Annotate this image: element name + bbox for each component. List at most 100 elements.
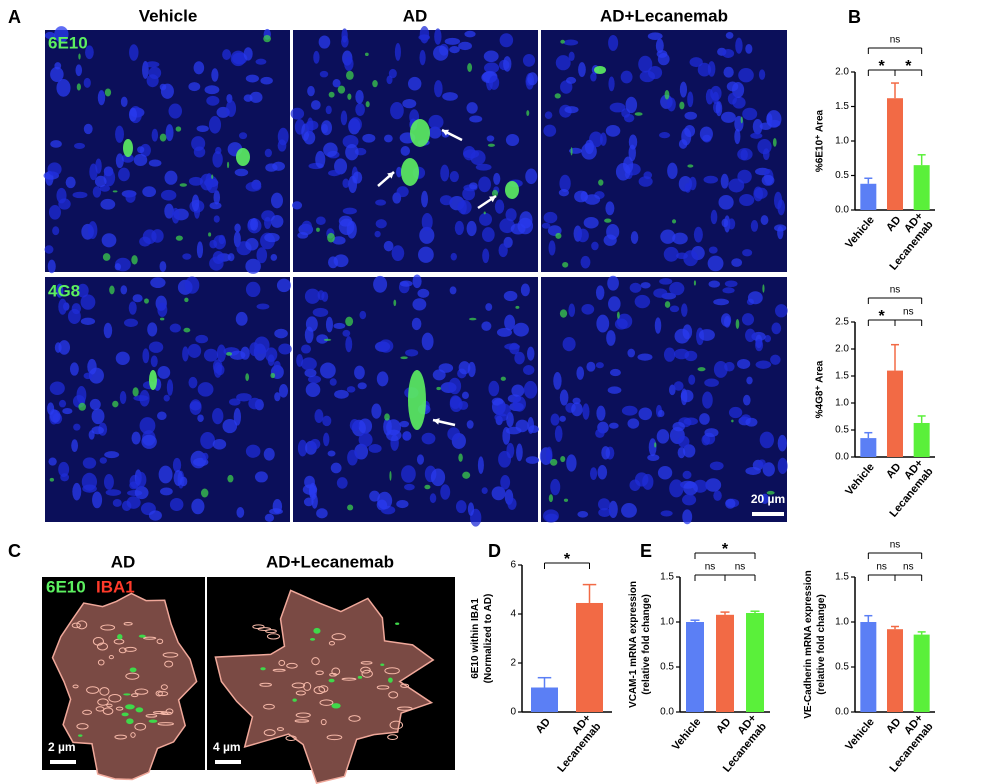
bar bbox=[913, 634, 930, 712]
signal bbox=[125, 704, 135, 710]
nucleus bbox=[481, 227, 495, 243]
nucleus bbox=[653, 288, 668, 298]
nucleus bbox=[399, 420, 410, 428]
nucleus bbox=[386, 429, 402, 441]
stain-label: 6E10 bbox=[46, 577, 86, 596]
nucleus bbox=[278, 383, 289, 398]
nucleus bbox=[678, 139, 688, 149]
nucleus bbox=[417, 288, 430, 298]
nucleus bbox=[543, 509, 559, 523]
signal bbox=[364, 52, 369, 57]
nucleus bbox=[151, 128, 159, 142]
nucleus bbox=[305, 316, 318, 332]
nucleus bbox=[581, 304, 595, 315]
surface-detail bbox=[331, 667, 341, 676]
nucleus bbox=[484, 62, 500, 74]
signal bbox=[159, 317, 165, 321]
y-tick-label: 1.0 bbox=[835, 617, 849, 628]
surface-detail bbox=[348, 715, 361, 722]
nucleus bbox=[458, 41, 472, 51]
nucleus bbox=[157, 411, 167, 421]
bar bbox=[746, 613, 764, 712]
nucleus bbox=[147, 322, 158, 337]
signal bbox=[559, 309, 568, 318]
nucleus bbox=[89, 398, 101, 410]
surface-detail bbox=[157, 722, 174, 726]
nucleus bbox=[488, 380, 500, 397]
signal bbox=[227, 474, 234, 483]
nucleus bbox=[449, 286, 457, 295]
significance: ns bbox=[876, 562, 887, 573]
nucleus bbox=[82, 457, 97, 469]
nucleus bbox=[348, 175, 358, 194]
nucleus bbox=[458, 400, 469, 410]
bar bbox=[887, 629, 903, 712]
signal bbox=[697, 367, 706, 372]
surface-detail bbox=[320, 718, 327, 726]
nucleus bbox=[421, 212, 433, 231]
nucleus bbox=[148, 159, 162, 167]
nucleus bbox=[328, 256, 339, 269]
nucleus bbox=[309, 438, 321, 450]
nucleus bbox=[764, 335, 772, 343]
nucleus bbox=[307, 375, 322, 384]
nucleus bbox=[234, 223, 241, 233]
nucleus bbox=[614, 318, 628, 330]
nucleus bbox=[455, 500, 467, 514]
surface-detail bbox=[400, 683, 410, 688]
nucleus bbox=[58, 298, 68, 315]
nucleus bbox=[554, 425, 563, 443]
nucleus bbox=[506, 442, 515, 459]
signal bbox=[560, 455, 566, 463]
nucleus bbox=[101, 233, 117, 248]
nucleus bbox=[493, 172, 501, 185]
signal bbox=[389, 471, 392, 481]
nucleus bbox=[362, 133, 376, 143]
nucleus bbox=[105, 489, 122, 496]
nucleus bbox=[120, 285, 128, 295]
y-tick-label: 6 bbox=[510, 560, 516, 571]
plaque bbox=[149, 370, 157, 390]
nucleus bbox=[590, 72, 597, 82]
nucleus bbox=[669, 305, 680, 313]
column-header: AD+Lecanemab bbox=[266, 552, 394, 571]
surface-detail bbox=[86, 686, 100, 694]
y-tick-label: 1.0 bbox=[835, 398, 849, 409]
bar bbox=[716, 614, 734, 712]
surface-detail bbox=[160, 684, 168, 690]
nucleus bbox=[723, 66, 734, 78]
nucleus bbox=[727, 92, 737, 105]
nucleus bbox=[115, 153, 124, 169]
surface-detail bbox=[387, 734, 399, 741]
nucleus bbox=[388, 68, 397, 79]
nucleus bbox=[204, 85, 220, 95]
signal bbox=[131, 255, 138, 265]
nucleus bbox=[713, 490, 722, 501]
nucleus bbox=[500, 475, 511, 490]
nucleus bbox=[608, 76, 615, 92]
y-tick-label: 0.0 bbox=[660, 707, 674, 718]
panel-label: E bbox=[640, 541, 652, 561]
nucleus bbox=[319, 70, 329, 78]
nucleus bbox=[584, 194, 601, 205]
nucleus bbox=[669, 281, 685, 296]
significance: ns bbox=[890, 285, 901, 296]
nucleus bbox=[735, 37, 743, 54]
nucleus bbox=[660, 229, 676, 244]
y-axis-label: (relative fold change) bbox=[641, 594, 652, 695]
nucleus bbox=[316, 508, 328, 519]
nucleus bbox=[458, 361, 471, 375]
nucleus bbox=[236, 506, 245, 518]
nucleus bbox=[190, 450, 207, 469]
nucleus bbox=[449, 46, 460, 54]
nucleus bbox=[321, 291, 329, 302]
nucleus bbox=[647, 32, 663, 41]
surface-detail bbox=[71, 622, 81, 629]
signal bbox=[515, 305, 520, 309]
nucleus bbox=[245, 237, 259, 251]
nucleus bbox=[682, 494, 697, 506]
nucleus bbox=[375, 199, 387, 206]
nucleus bbox=[755, 339, 764, 352]
nucleus bbox=[759, 431, 775, 449]
nucleus bbox=[80, 317, 96, 325]
